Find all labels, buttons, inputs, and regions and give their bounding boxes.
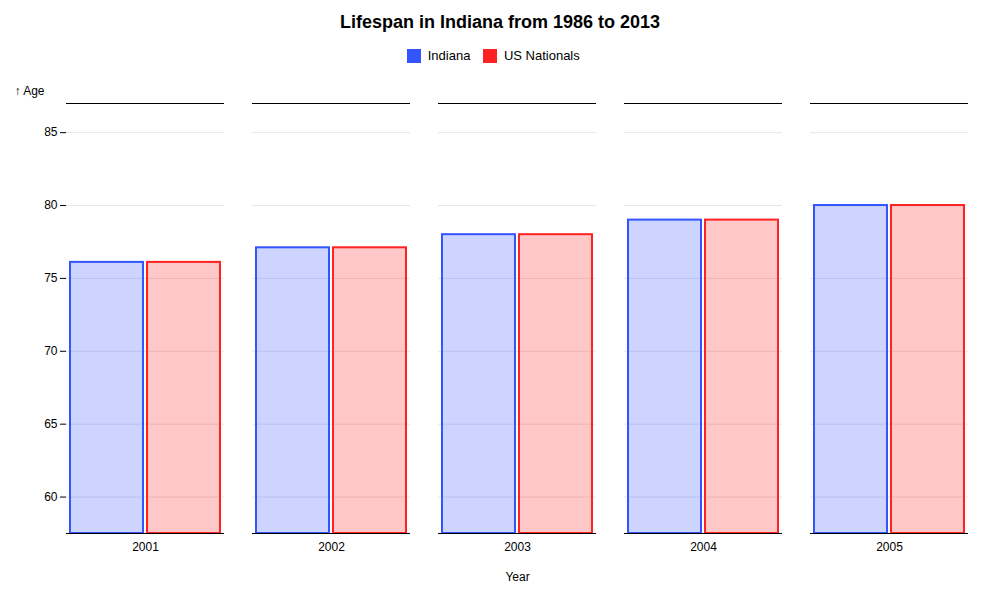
svg-text:2001: 2001 [132, 540, 159, 554]
svg-text:70: 70 [44, 344, 58, 358]
html-text:US Nationals: US Nationals [503, 48, 580, 63]
svg-text:65: 65 [44, 417, 58, 431]
svg-text:60: 60 [44, 489, 58, 503]
svg-text:2002: 2002 [318, 540, 345, 554]
svg-text:2004: 2004 [690, 540, 717, 554]
svg-text:2005: 2005 [876, 540, 903, 554]
svg-text:80: 80 [44, 198, 58, 212]
svg-text:2003: 2003 [504, 540, 531, 554]
html-text:Indiana: Indiana [427, 48, 471, 63]
svg-text:Year: Year [505, 569, 529, 583]
html-text:Lifespan in Indiana from 1986: Lifespan in Indiana from 1986 to 2013 [339, 12, 660, 32]
svg-text:85: 85 [44, 125, 58, 139]
svg-text:75: 75 [44, 271, 58, 285]
svg-text:↑ Age: ↑ Age [15, 84, 45, 98]
